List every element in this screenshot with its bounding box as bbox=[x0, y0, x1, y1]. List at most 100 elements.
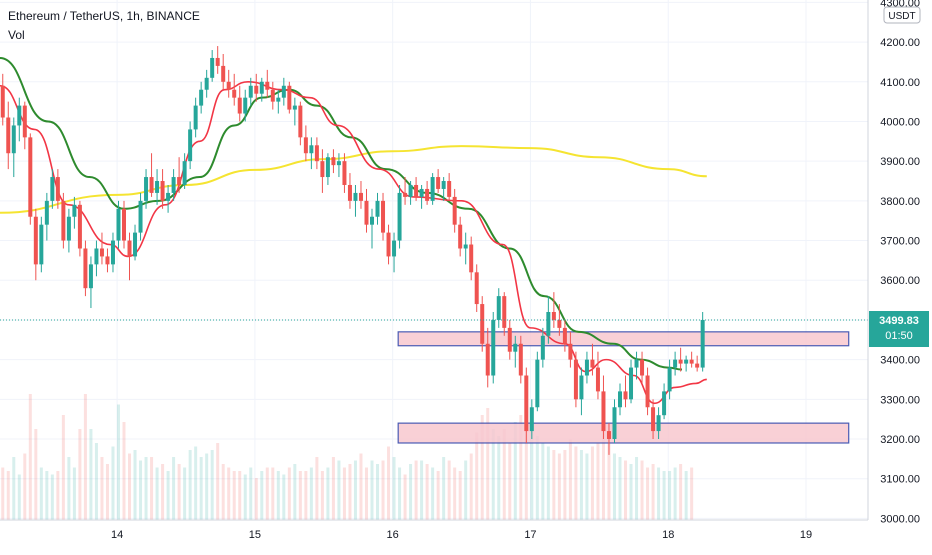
volume-bar bbox=[67, 457, 71, 520]
volume-bar bbox=[221, 464, 225, 520]
volume-bar bbox=[585, 453, 589, 520]
candle-body bbox=[138, 200, 143, 233]
candle-body bbox=[215, 57, 220, 66]
volume-bar bbox=[50, 474, 54, 520]
volume-bar bbox=[199, 457, 203, 520]
candle-body bbox=[458, 224, 463, 249]
volume-bar bbox=[45, 471, 49, 520]
volume-bar bbox=[320, 471, 324, 520]
price-tick-label: 3300.00 bbox=[880, 394, 920, 406]
volume-bar bbox=[557, 453, 561, 520]
volume-bar bbox=[194, 446, 198, 520]
candle-body bbox=[584, 359, 589, 376]
price-tick-label: 4300.00 bbox=[880, 0, 920, 9]
price-tick-label: 3100.00 bbox=[880, 474, 920, 486]
candle-body bbox=[61, 200, 66, 241]
candle-body bbox=[210, 57, 215, 78]
volume-bar bbox=[491, 429, 495, 520]
volume-bar bbox=[72, 467, 76, 520]
candle-body bbox=[684, 359, 689, 364]
candle-body bbox=[573, 359, 578, 400]
volume-bar bbox=[574, 446, 578, 520]
volume-bar bbox=[83, 394, 87, 520]
candle-body bbox=[248, 85, 253, 98]
volume-bar bbox=[100, 457, 104, 520]
price-zone-box bbox=[397, 331, 850, 347]
candle-body bbox=[419, 188, 424, 197]
currency-badge-label: USDT bbox=[888, 11, 915, 22]
candle-body bbox=[518, 343, 523, 376]
candle-body bbox=[303, 137, 308, 154]
currency-badge[interactable] bbox=[883, 6, 921, 24]
volume-bar bbox=[387, 446, 391, 520]
volume-bar bbox=[205, 453, 209, 520]
volume-bar bbox=[646, 467, 650, 520]
candle-body bbox=[88, 264, 93, 289]
candle-body bbox=[28, 137, 33, 217]
volume-bar bbox=[342, 467, 346, 520]
candle-body bbox=[17, 105, 22, 126]
candle-body bbox=[436, 177, 441, 189]
volume-bar bbox=[535, 436, 539, 520]
last-price-label: 3499.83 01:50 bbox=[869, 311, 929, 348]
volume-bar bbox=[447, 460, 451, 520]
volume-bar bbox=[370, 460, 374, 520]
price-zone-box bbox=[397, 422, 850, 444]
candle-body bbox=[579, 375, 584, 400]
candle-body bbox=[133, 232, 138, 257]
volume-bar bbox=[668, 471, 672, 520]
candle-body bbox=[83, 248, 88, 289]
volume-bar bbox=[276, 471, 280, 520]
volume-bar bbox=[227, 467, 231, 520]
candle-body bbox=[188, 129, 193, 162]
volume-bar bbox=[502, 429, 506, 520]
volume-bar bbox=[128, 453, 132, 520]
volume-bar bbox=[309, 467, 313, 520]
price-tick-label: 3800.00 bbox=[880, 196, 920, 208]
candle-body bbox=[193, 105, 198, 130]
volume-bar bbox=[601, 429, 605, 520]
volume-bar bbox=[353, 460, 357, 520]
price-candles bbox=[0, 46, 705, 455]
candle-body bbox=[474, 272, 479, 305]
candle-body bbox=[237, 97, 242, 114]
volume-bar bbox=[497, 436, 501, 520]
candle-body bbox=[375, 200, 380, 217]
candle-body bbox=[177, 177, 182, 185]
volume-bar bbox=[684, 471, 688, 520]
candle-body bbox=[502, 296, 507, 328]
candle-body bbox=[551, 312, 556, 320]
candle-body bbox=[381, 200, 386, 233]
volume-bar bbox=[546, 446, 550, 520]
volume-bar bbox=[436, 471, 440, 520]
candle-body bbox=[221, 65, 226, 82]
candle-body bbox=[364, 200, 369, 225]
volume-bar bbox=[210, 450, 214, 520]
candle-body bbox=[645, 375, 650, 408]
candle-body bbox=[634, 359, 639, 368]
volume-bar bbox=[618, 457, 622, 520]
candle-body bbox=[11, 125, 16, 154]
candle-body bbox=[353, 192, 358, 201]
candle-body bbox=[72, 204, 77, 217]
volume-bar bbox=[348, 464, 352, 520]
volume-bar bbox=[188, 450, 192, 520]
date-tick-label: 17 bbox=[524, 529, 536, 541]
volume-bar bbox=[381, 460, 385, 520]
chart-title: Ethereum / TetherUS, 1h, BINANCE bbox=[8, 9, 200, 23]
volume-bar bbox=[337, 460, 341, 520]
candle-body bbox=[370, 216, 374, 225]
candle-body bbox=[612, 407, 617, 440]
candle-body bbox=[243, 97, 248, 114]
candle-body bbox=[336, 161, 341, 166]
volume-bar bbox=[133, 450, 137, 520]
candle-body bbox=[144, 177, 149, 201]
candle-body bbox=[66, 216, 71, 241]
date-tick-label: 19 bbox=[800, 529, 812, 541]
volume-bar bbox=[304, 471, 308, 520]
time-axis[interactable]: 14 15 16 17 18 19 bbox=[111, 529, 812, 541]
price-tick-label: 3600.00 bbox=[880, 275, 920, 287]
